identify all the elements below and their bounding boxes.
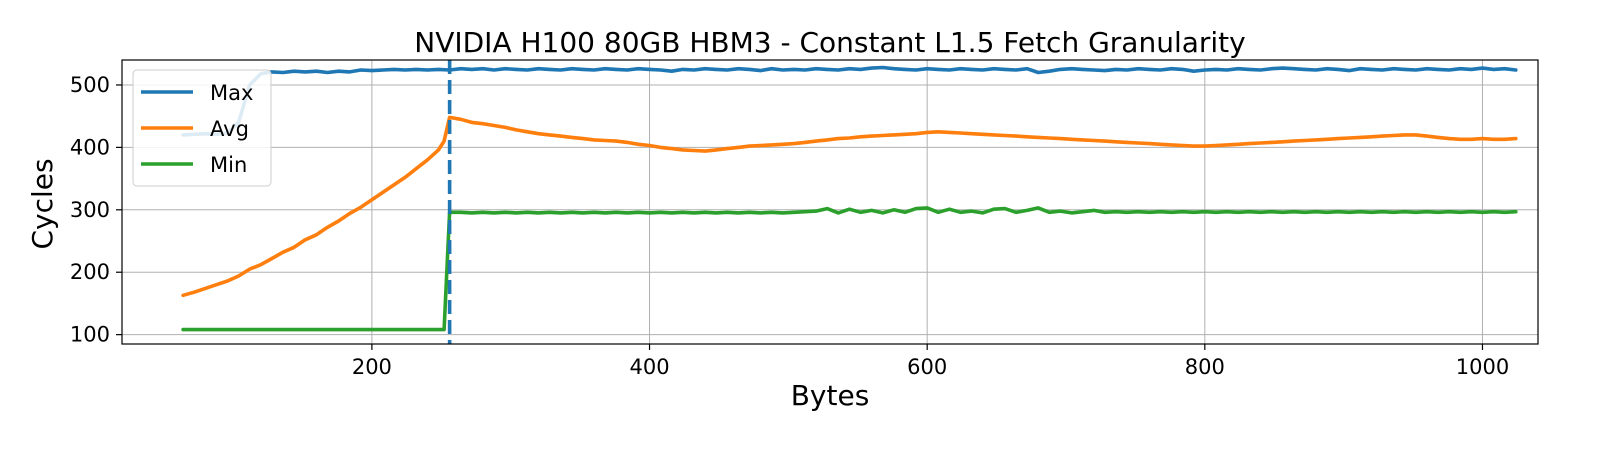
grid-lines [122,60,1538,344]
x-tick-label: 400 [629,355,669,379]
y-tick-label: 500 [70,73,110,97]
legend: Max Avg Min [132,69,272,187]
x-tick-label: 600 [907,355,947,379]
y-tick-label: 300 [70,198,110,222]
series-line-max [181,65,1518,137]
series-line-min [181,206,1518,332]
y-axis-ticks: 100 200 300 400 500 [70,73,122,347]
x-tick-label: 200 [352,355,392,379]
y-tick-label: 200 [70,260,110,284]
y-axis-label: Cycles [26,158,59,249]
chart-title: NVIDIA H100 80GB HBM3 - Constant L1.5 Fe… [414,26,1245,59]
plot-frame [121,59,1539,345]
series-layer [181,65,1518,332]
legend-box [132,69,272,187]
x-tick-label: 800 [1185,355,1225,379]
x-axis-label: Bytes [791,379,870,412]
x-axis-ticks: 200 400 600 800 1000 [352,344,1509,379]
legend-label-min: Min [210,153,247,177]
y-tick-label: 100 [70,323,110,347]
legend-label-avg: Avg [210,117,249,141]
series-line-avg [181,115,1518,298]
x-tick-label: 1000 [1456,355,1509,379]
y-tick-label: 400 [70,135,110,159]
legend-label-max: Max [210,81,253,105]
